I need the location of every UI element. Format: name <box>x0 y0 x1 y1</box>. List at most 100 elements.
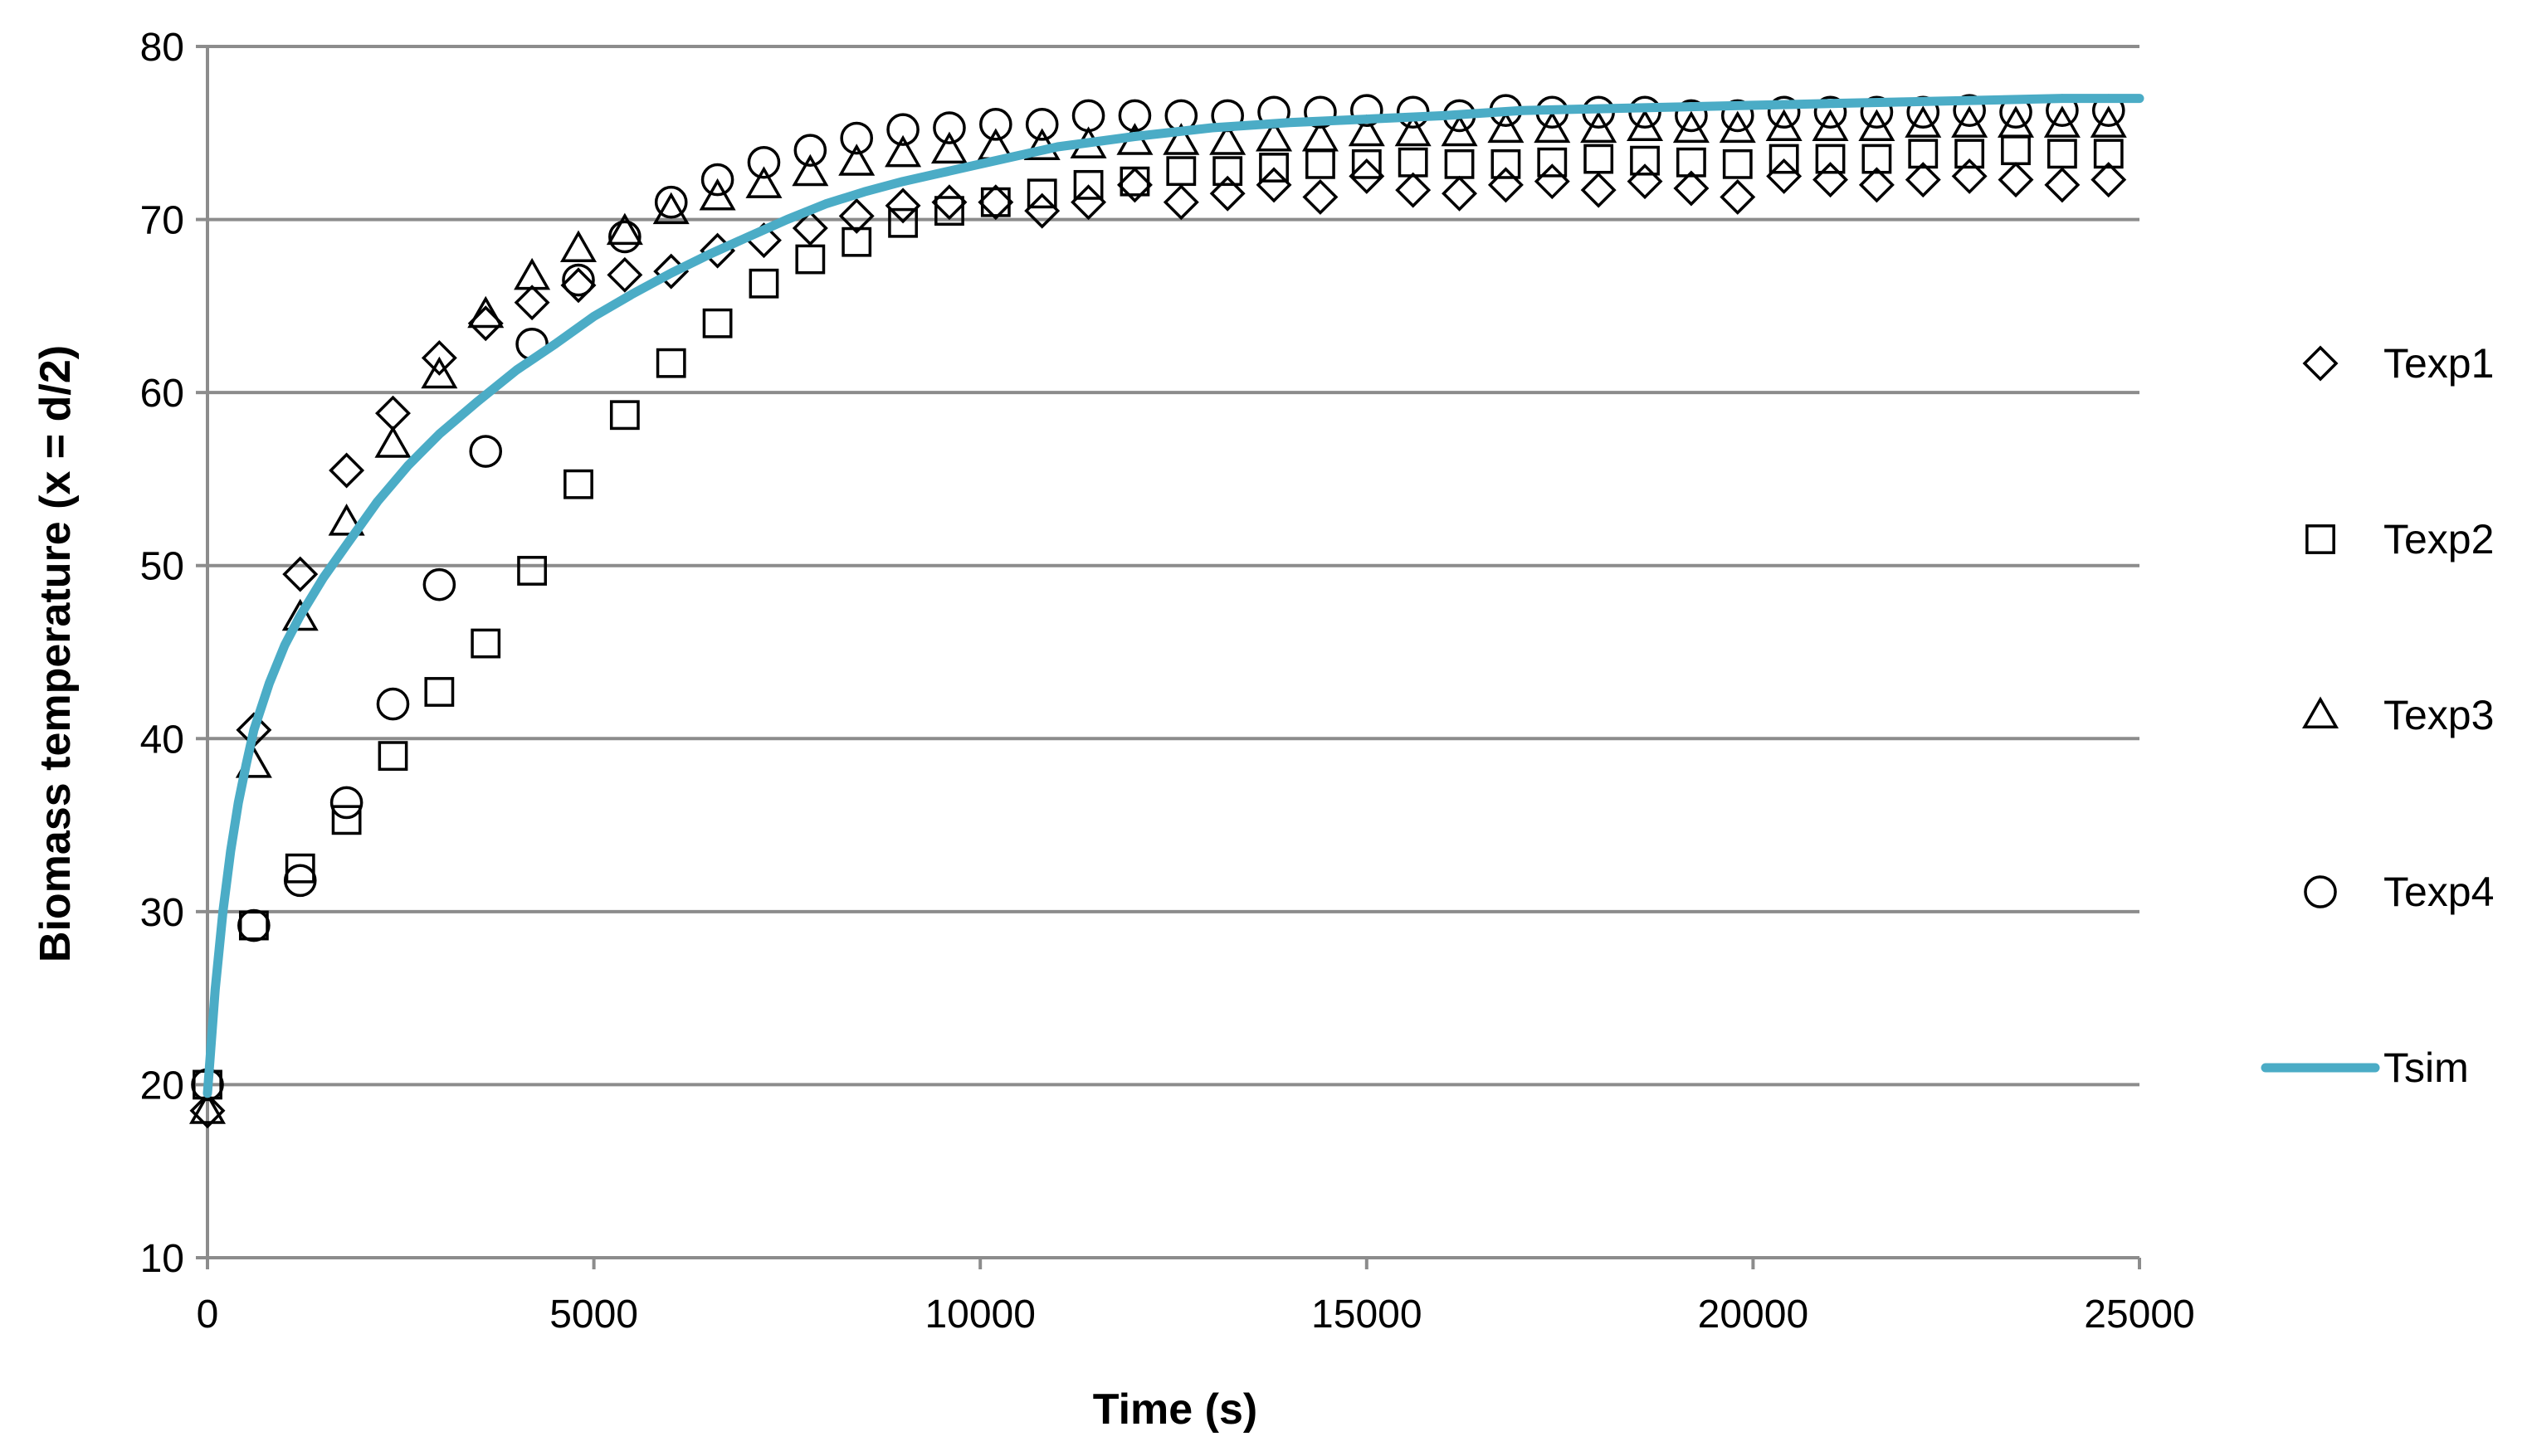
data-point-texp4 <box>329 786 363 820</box>
data-point-texp2 <box>1259 153 1289 183</box>
data-point-texp3 <box>1394 114 1432 147</box>
y-tick-label: 20 <box>140 1064 184 1108</box>
data-point-texp4 <box>283 864 317 898</box>
data-point-texp4 <box>237 908 271 942</box>
data-point-texp3 <box>1209 123 1246 155</box>
data-point-texp3 <box>838 144 876 176</box>
series-texp4 <box>191 94 2125 1102</box>
data-point-texp3 <box>1534 110 1571 144</box>
data-point-texp4 <box>1767 95 1801 129</box>
data-point-texp1 <box>978 184 1014 221</box>
y-tick-label: 30 <box>140 891 184 935</box>
y-tick-label: 80 <box>140 26 184 70</box>
series-texp3 <box>188 105 2127 1124</box>
data-point-texp4 <box>979 108 1012 141</box>
data-point-texp2 <box>1583 144 1614 174</box>
data-point-texp4 <box>562 263 595 297</box>
data-point-texp1 <box>792 210 828 246</box>
data-point-texp4 <box>1071 99 1105 133</box>
x-tick-label: 25000 <box>2084 1293 2194 1337</box>
data-point-texp4 <box>1953 94 1986 127</box>
data-point-texp3 <box>374 426 412 458</box>
data-point-texp1 <box>1302 178 1339 215</box>
data-point-texp2 <box>1768 144 1799 174</box>
data-point-texp3 <box>1163 123 1200 155</box>
data-point-texp2 <box>424 677 455 707</box>
data-point-texp2 <box>1212 156 1243 187</box>
data-point-texp1 <box>2044 167 2081 203</box>
data-point-texp2 <box>2047 139 2077 169</box>
legend-label-texp2: Texp2 <box>2383 516 2494 562</box>
data-point-texp3 <box>930 131 968 164</box>
data-point-texp2 <box>517 556 548 586</box>
data-point-texp3 <box>281 598 319 631</box>
series-tsim <box>202 94 2144 1098</box>
data-point-texp1 <box>1858 167 1895 203</box>
data-point-texp3 <box>188 1092 227 1124</box>
grid-layer <box>207 45 2139 1087</box>
data-point-texp2 <box>934 196 964 226</box>
data-point-texp1 <box>560 267 597 304</box>
legend-item-tsim: Tsim <box>2261 1045 2469 1091</box>
data-point-texp1 <box>607 256 643 293</box>
data-point-texp2 <box>656 348 686 378</box>
data-point-texp1 <box>189 1093 226 1129</box>
data-point-texp2 <box>888 207 918 238</box>
data-point-texp4 <box>933 111 966 144</box>
data-point-texp3 <box>1441 114 1478 147</box>
x-tick-label: 10000 <box>924 1293 1035 1337</box>
x-tick-label: 5000 <box>549 1293 638 1337</box>
data-point-texp4 <box>793 134 827 167</box>
data-point-texp1 <box>1024 192 1061 229</box>
data-point-texp3 <box>1905 105 1942 138</box>
data-point-texp2 <box>378 741 408 772</box>
data-point-texp2 <box>1722 149 1753 179</box>
data-point-texp4 <box>376 687 410 721</box>
data-point-texp1 <box>1349 158 1385 194</box>
data-point-texp2 <box>331 805 362 835</box>
data-point-texp4 <box>747 145 781 179</box>
legend-marker-texp2 <box>2305 524 2335 554</box>
data-point-texp3 <box>1348 114 1385 147</box>
y-tick-label: 50 <box>140 545 184 589</box>
legend-item-texp4: Texp4 <box>2304 869 2494 915</box>
data-point-texp1 <box>1071 184 1107 221</box>
y-tick-label: 10 <box>140 1237 184 1281</box>
data-point-texp2 <box>1166 156 1197 187</box>
data-point-texp4 <box>1025 108 1059 141</box>
data-point-texp2 <box>1676 147 1706 178</box>
data-point-texp1 <box>1256 167 1292 203</box>
data-point-texp3 <box>745 166 783 198</box>
data-point-texp2 <box>1630 145 1660 176</box>
tick-labels: 10 20 30 40 50 60 70 80 0 5000 10000 15000 20000 2500… <box>140 26 2195 1337</box>
legend-marker-texp1 <box>2302 345 2339 382</box>
data-point-texp4 <box>1813 95 1847 129</box>
data-point-texp2 <box>1908 139 1939 169</box>
legend-label-texp3: Texp3 <box>2383 692 2494 738</box>
data-point-texp3 <box>885 134 922 168</box>
data-point-texp4 <box>1720 99 1754 133</box>
data-point-texp3 <box>1997 105 2035 138</box>
data-point-texp3 <box>467 295 505 329</box>
data-point-texp3 <box>792 153 829 187</box>
data-point-texp3 <box>652 192 690 225</box>
data-point-texp2 <box>1537 147 1568 178</box>
data-point-texp2 <box>842 226 872 257</box>
data-point-texp2 <box>1815 144 1846 174</box>
data-point-texp3 <box>1256 119 1293 152</box>
data-point-texp2 <box>702 308 733 338</box>
data-point-texp1 <box>1951 158 1988 194</box>
data-point-texp2 <box>1073 169 1104 200</box>
data-point-texp1 <box>1442 175 1478 212</box>
data-point-texp3 <box>1580 110 1617 144</box>
data-point-texp4 <box>840 121 874 155</box>
data-point-texp4 <box>608 220 642 254</box>
legend-item-texp3: Texp3 <box>2301 692 2494 738</box>
data-point-texp4 <box>1118 99 1152 133</box>
data-point-texp4 <box>1304 95 1337 129</box>
data-point-texp2 <box>749 268 779 299</box>
data-point-texp3 <box>559 230 597 263</box>
data-point-texp2 <box>1398 147 1428 178</box>
